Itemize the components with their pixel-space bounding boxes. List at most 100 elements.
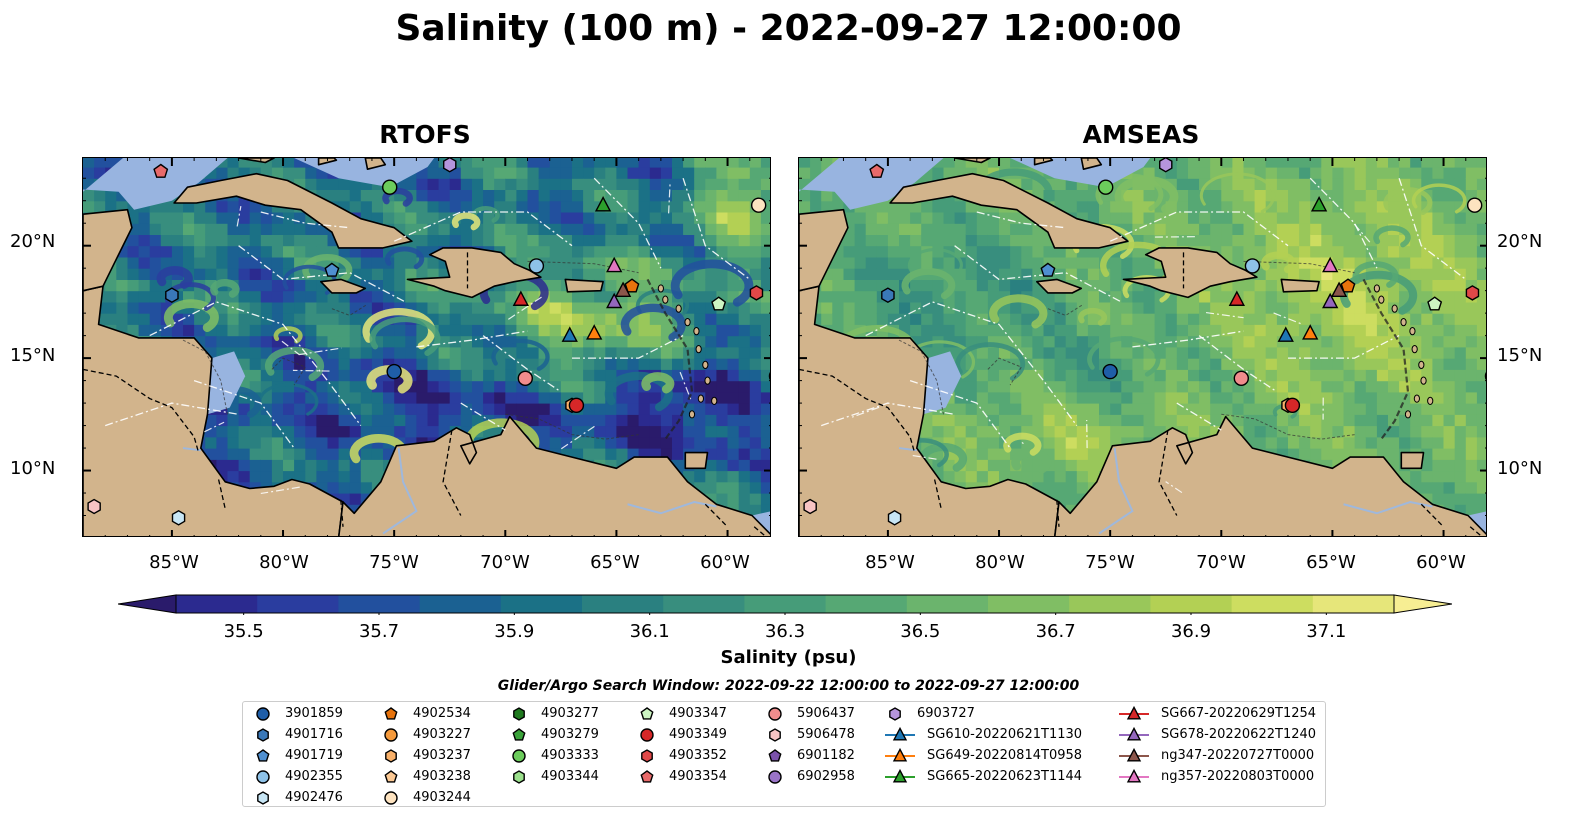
eez-boundaries — [104, 177, 751, 495]
salinity-colorbar — [118, 594, 1452, 615]
colorbar-tick-label: 36.1 — [629, 621, 670, 642]
marker-ng357-20220803T0000[interactable] — [606, 256, 623, 273]
marker-SG649-20220814T0958[interactable] — [586, 324, 603, 340]
marker-4903244[interactable] — [1466, 197, 1483, 213]
pentagon-marker-icon — [512, 728, 526, 741]
marker-6903727[interactable] — [443, 158, 457, 173]
lat-label-15n-right: 15°N — [1497, 345, 1543, 366]
axis-ticks — [799, 158, 1486, 536]
political-borders — [83, 252, 767, 536]
marker-SG665-20220623T1144[interactable] — [1310, 196, 1328, 212]
marker-ng347-20220727T0000[interactable] — [614, 281, 632, 297]
marker-4903244[interactable] — [750, 197, 767, 213]
map-panel-amseas[interactable] — [798, 157, 1487, 537]
panel-title-rtofs: RTOFS — [379, 120, 471, 149]
marker-SG665-20220623T1144[interactable] — [594, 196, 612, 212]
map-panel-rtofs[interactable] — [82, 157, 771, 537]
legend-label: 6902958 — [797, 769, 855, 784]
legend-label: ng347-20220727T0000 — [1161, 748, 1315, 763]
hexagon-marker-icon — [257, 791, 269, 805]
lon-label-75w-right: 75°W — [1085, 552, 1135, 573]
marker-4902534[interactable] — [624, 278, 640, 293]
legend-label: 4903277 — [541, 706, 599, 721]
marker-4901719[interactable] — [324, 262, 340, 277]
colorbar-segment — [1069, 595, 1151, 613]
marker-4901719[interactable] — [1040, 262, 1056, 277]
lon-label-75w-left: 75°W — [369, 552, 419, 573]
marker-SG667-20220629T1254[interactable] — [512, 290, 530, 306]
legend-label: 4903352 — [669, 748, 727, 763]
circle-marker-icon — [640, 728, 654, 742]
marker-SG610-20220621T1130[interactable] — [561, 326, 578, 342]
pentagon-marker-icon — [256, 749, 270, 762]
marker-4902476[interactable] — [887, 509, 902, 526]
marker-SG667-20220629T1254[interactable] — [1228, 290, 1246, 306]
colorbar-segment — [744, 595, 827, 613]
triangle-line-icon — [885, 747, 915, 762]
marker-3901859[interactable] — [386, 363, 402, 380]
marker-4901716[interactable] — [881, 287, 895, 304]
lat-label-10n-right: 10°N — [1497, 458, 1543, 479]
legend-label: SG667-20220629T1254 — [1161, 706, 1317, 721]
legend-label: 4903344 — [541, 769, 599, 784]
legend-label: 4903349 — [669, 727, 727, 742]
marker-ng357-20220803T0000[interactable] — [1322, 256, 1339, 273]
marker-4903352[interactable] — [749, 285, 764, 301]
marker-4902534[interactable] — [1340, 278, 1356, 293]
marker-ng347-20220727T0000[interactable] — [1330, 281, 1348, 297]
lon-label-65w-right: 65°W — [1306, 552, 1356, 573]
marker-5906478[interactable] — [87, 498, 101, 515]
legend-label: 4901719 — [285, 748, 343, 763]
pentagon-marker-icon — [640, 707, 654, 720]
triangle-line-icon — [885, 768, 915, 783]
marker-4903352[interactable] — [1465, 285, 1480, 301]
colorbar-segment — [176, 595, 258, 613]
legend-label: SG665-20220623T1144 — [927, 769, 1083, 784]
legend-label: 4903244 — [413, 790, 471, 805]
marker-5906478[interactable] — [803, 498, 817, 515]
legend-label: 4903354 — [669, 769, 727, 784]
lon-label-85w-left: 85°W — [149, 552, 199, 573]
colorbar-segment — [1231, 595, 1314, 613]
marker-4903354[interactable] — [153, 163, 169, 178]
marker-SG649-20220814T0958[interactable] — [1302, 324, 1319, 340]
circle-marker-icon — [384, 728, 398, 742]
land-masses — [799, 158, 1486, 536]
marker-5906437[interactable] — [517, 370, 533, 387]
marker-4903354[interactable] — [869, 163, 885, 178]
triangle-line-icon — [1119, 726, 1149, 741]
marker-4903333[interactable] — [1098, 179, 1114, 195]
marker-SG610-20220621T1130[interactable] — [1277, 326, 1294, 342]
colorbar-segment — [906, 595, 989, 613]
marker-4901716[interactable] — [165, 287, 179, 304]
hexagon-marker-icon — [257, 728, 269, 742]
marker-6902958[interactable] — [768, 369, 771, 383]
marker-4902355[interactable] — [1244, 258, 1261, 274]
marker-4903349[interactable] — [568, 397, 585, 414]
marker-SG678-20220622T1240[interactable] — [606, 292, 623, 309]
marker-4903349[interactable] — [1284, 397, 1301, 414]
lon-label-80w-left: 80°W — [259, 552, 309, 573]
hexagon-marker-icon — [641, 749, 653, 763]
hexagon-marker-icon — [513, 707, 525, 721]
circle-marker-icon — [256, 707, 270, 721]
marker-5906437[interactable] — [1233, 370, 1249, 387]
marker-6902958[interactable] — [1484, 369, 1487, 383]
marker-4903347[interactable] — [1427, 296, 1443, 311]
hexagon-marker-icon — [769, 728, 781, 742]
marker-4903347[interactable] — [711, 296, 727, 311]
marker-SG678-20220622T1240[interactable] — [1322, 292, 1339, 309]
pentagon-marker-icon — [384, 770, 398, 783]
lesser-antilles — [1362, 278, 1434, 440]
marker-3901859[interactable] — [1102, 363, 1118, 380]
legend-label: 4902355 — [285, 769, 343, 784]
marker-6903727[interactable] — [1159, 158, 1173, 173]
circle-marker-icon — [512, 749, 526, 763]
marker-4902476[interactable] — [171, 509, 186, 526]
colorbar-segment — [257, 595, 339, 613]
marker-4903333[interactable] — [382, 179, 398, 195]
legend-label: 4903333 — [541, 748, 599, 763]
marker-4902355[interactable] — [528, 258, 545, 274]
lat-label-10n-left: 10°N — [10, 458, 56, 479]
legend-label: SG610-20220621T1130 — [927, 727, 1083, 742]
